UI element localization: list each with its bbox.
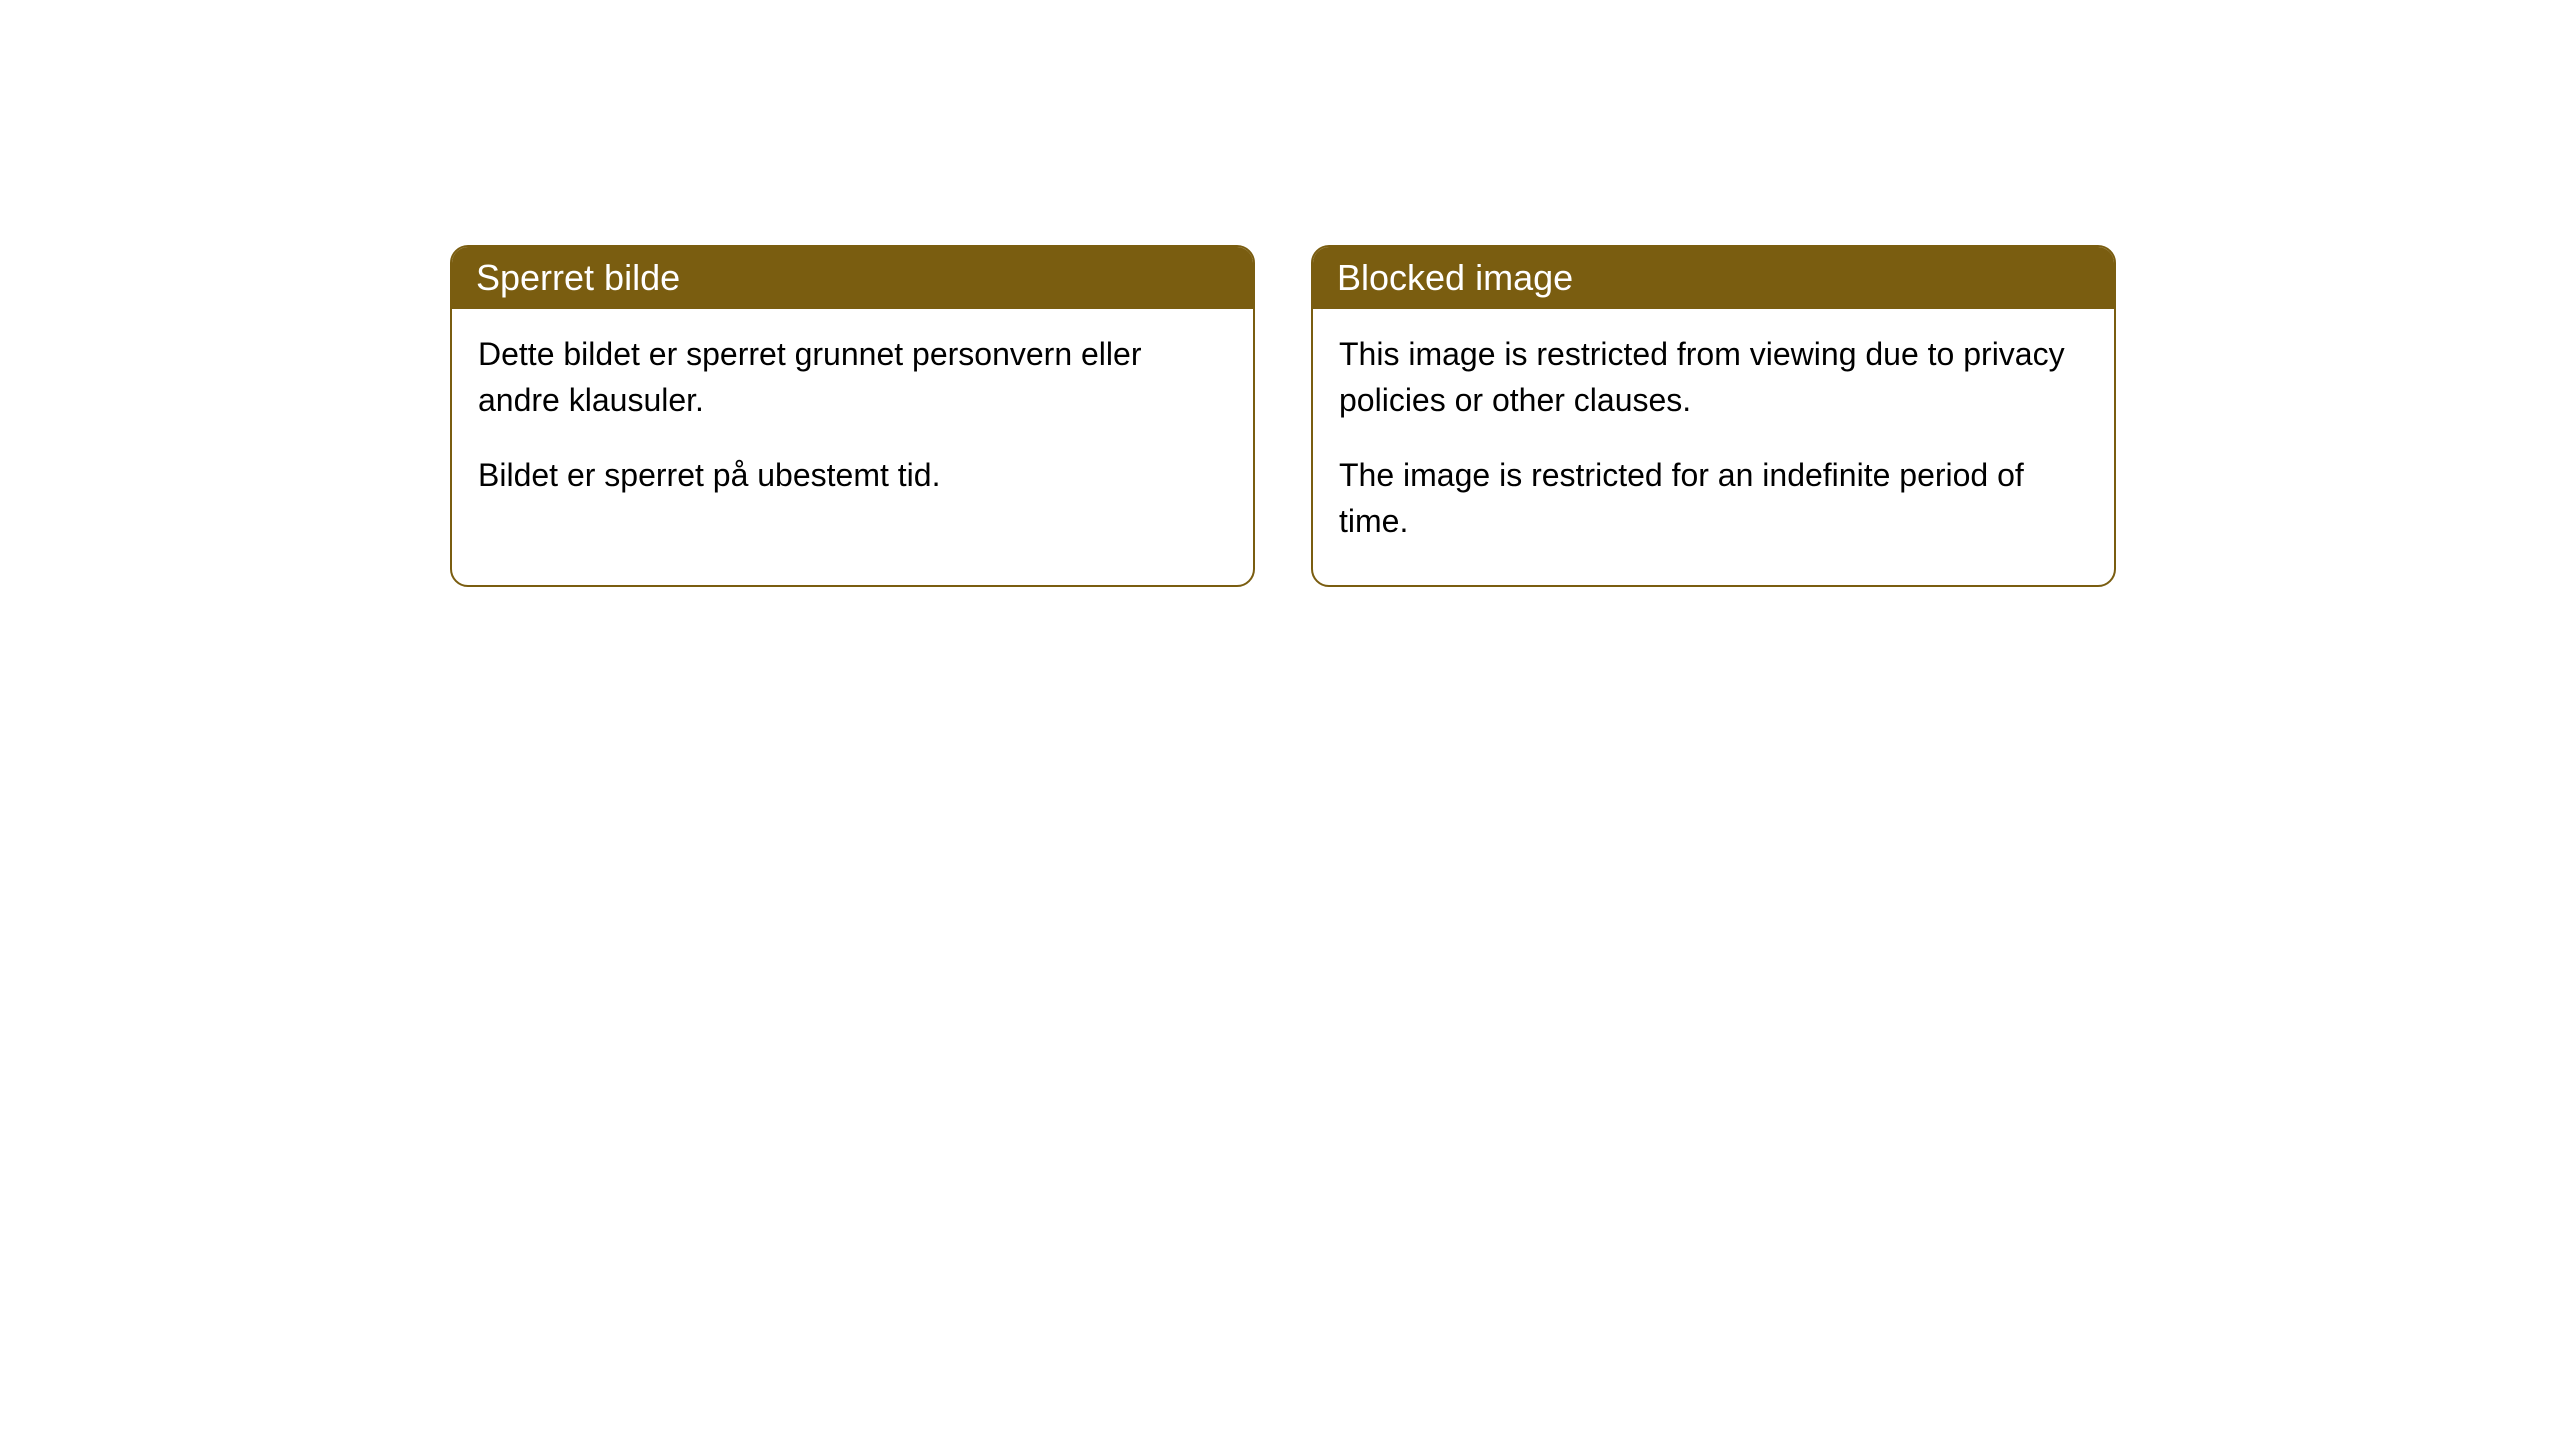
card-body: This image is restricted from viewing du…: [1313, 309, 2114, 585]
card-title: Sperret bilde: [476, 257, 680, 298]
notice-card-english: Blocked image This image is restricted f…: [1311, 245, 2116, 587]
card-paragraph: Dette bildet er sperret grunnet personve…: [478, 331, 1227, 424]
notice-cards-container: Sperret bilde Dette bildet er sperret gr…: [450, 245, 2116, 587]
card-paragraph: The image is restricted for an indefinit…: [1339, 452, 2088, 545]
card-header: Blocked image: [1313, 247, 2114, 309]
notice-card-norwegian: Sperret bilde Dette bildet er sperret gr…: [450, 245, 1255, 587]
card-header: Sperret bilde: [452, 247, 1253, 309]
card-paragraph: This image is restricted from viewing du…: [1339, 331, 2088, 424]
card-body: Dette bildet er sperret grunnet personve…: [452, 309, 1253, 538]
card-title: Blocked image: [1337, 257, 1573, 298]
card-paragraph: Bildet er sperret på ubestemt tid.: [478, 452, 1227, 498]
